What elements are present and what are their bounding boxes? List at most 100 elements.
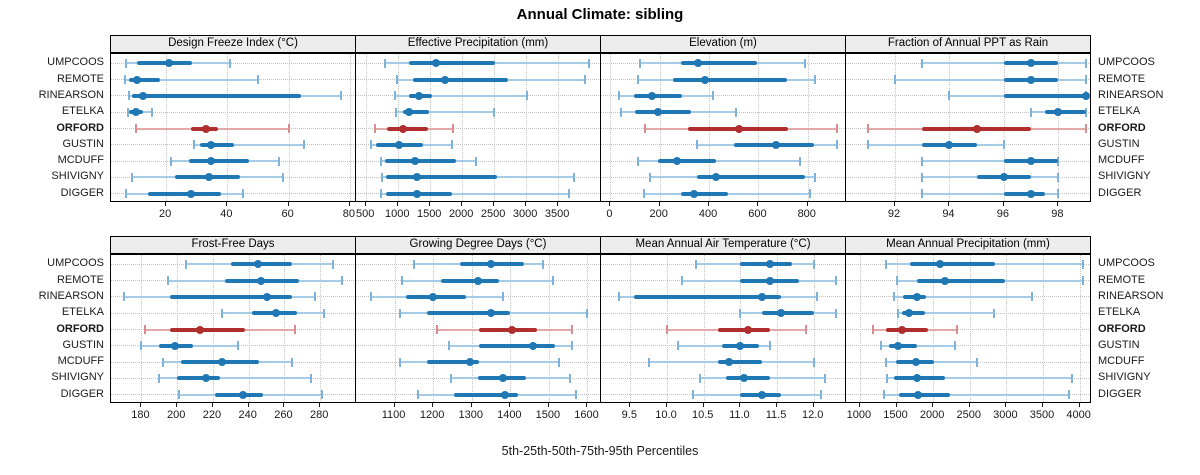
- grid-line-h: [846, 111, 1090, 113]
- axis-tick: [140, 403, 142, 407]
- grid-line-h: [356, 128, 600, 129]
- axis-tick-label: 600: [748, 208, 767, 220]
- axis-tick: [470, 403, 472, 407]
- whisker-line: [193, 143, 304, 146]
- site-label-right: GUSTIN: [1098, 338, 1140, 351]
- site-label-right: RINEARSON: [1098, 88, 1164, 101]
- panel-strip: Mean Annual Precipitation (mm): [845, 236, 1091, 254]
- axis-tick-label: 280: [310, 409, 329, 421]
- median-dot: [201, 374, 210, 383]
- median-dot: [740, 374, 749, 383]
- site-label-left: GUSTIN: [62, 137, 104, 150]
- whisker-cap-low: [948, 91, 951, 101]
- axis-tick-label: 1000: [384, 208, 410, 220]
- median-dot: [414, 91, 423, 100]
- whisker-line: [883, 393, 1070, 396]
- grid-line-v: [1079, 255, 1081, 402]
- whisker-cap-high: [805, 325, 808, 334]
- whisker-cap-low: [399, 308, 402, 318]
- median-dot: [529, 341, 538, 350]
- grid-line-v: [813, 255, 815, 402]
- median-dot: [217, 358, 226, 367]
- axis-tick-label: 11.0: [729, 409, 750, 421]
- axis-tick-label: 1100: [381, 409, 406, 421]
- grid-line-h: [601, 95, 845, 97]
- axis-tick-label: 2000: [448, 208, 474, 220]
- median-dot: [473, 276, 482, 285]
- whisker-cap-low: [122, 292, 125, 302]
- median-dot: [413, 189, 422, 198]
- site-label-left: MCDUFF: [57, 355, 104, 368]
- iqr-bar: [454, 392, 519, 397]
- whisker-cap-low: [131, 172, 134, 182]
- whisker-cap-high: [586, 308, 589, 318]
- median-dot: [257, 276, 266, 285]
- whisker-cap-low: [882, 390, 885, 400]
- whisker-cap-low: [691, 390, 694, 400]
- grid-line-v: [859, 255, 861, 402]
- axis-tick-label: 1200: [419, 409, 445, 421]
- whisker-cap-high: [1070, 373, 1073, 383]
- whisker-cap-high: [474, 156, 477, 166]
- axis-tick: [948, 202, 950, 206]
- grid-line-v: [320, 255, 322, 402]
- median-dot: [913, 374, 922, 383]
- panel-strip-label: Mean Annual Precipitation (mm): [886, 238, 1050, 251]
- median-dot: [913, 292, 922, 301]
- iqr-bar: [385, 175, 498, 180]
- iqr-bar: [1003, 93, 1086, 98]
- whisker-line: [922, 160, 1059, 163]
- grid-line-h: [601, 312, 845, 314]
- panel-strip-label: Growing Degree Days (°C): [409, 238, 547, 251]
- whisker-cap-low: [921, 172, 924, 182]
- figure-title: Annual Climate: sibling: [516, 6, 684, 23]
- axis-tick-label: 500: [356, 208, 375, 220]
- panel-strip: Elevation (m): [600, 35, 846, 53]
- iqr-bar: [170, 327, 246, 332]
- median-dot: [498, 374, 507, 383]
- whisker-cap-high: [804, 58, 807, 68]
- whisker-cap-high: [799, 156, 802, 166]
- axis-tick: [609, 202, 611, 206]
- median-dot: [253, 260, 262, 269]
- whisker-cap-low: [739, 308, 742, 318]
- whisker-cap-low: [167, 276, 170, 285]
- axis-tick-label: 80: [342, 208, 355, 220]
- whisker-cap-high: [1068, 390, 1071, 400]
- grid-line-v: [433, 255, 435, 402]
- iqr-bar: [402, 110, 429, 115]
- whisker-cap-high: [492, 107, 495, 117]
- iqr-bar: [909, 262, 996, 267]
- axis-tick: [283, 403, 285, 407]
- axis-tick: [812, 403, 814, 407]
- whisker-cap-high: [836, 140, 839, 150]
- median-dot: [205, 173, 213, 182]
- grid-line-v: [394, 255, 396, 402]
- whisker-cap-low: [699, 373, 702, 383]
- whisker-cap-high: [711, 91, 714, 101]
- median-dot: [898, 325, 907, 334]
- whisker-line: [880, 344, 955, 347]
- iqr-bar: [137, 61, 193, 66]
- whisker-cap-high: [1084, 124, 1087, 133]
- median-dot: [262, 292, 271, 301]
- grid-line-v: [969, 255, 971, 402]
- median-dot: [940, 276, 949, 285]
- axis-tick: [658, 202, 660, 206]
- whisker-line: [159, 377, 312, 380]
- axis-tick: [739, 403, 741, 407]
- axis-tick-label: 98: [1051, 208, 1064, 220]
- median-dot: [672, 157, 681, 166]
- whisker-line: [897, 312, 994, 315]
- site-label-left: REMOTE: [56, 273, 104, 286]
- site-label-right: UMPCOOS: [1098, 257, 1155, 270]
- whisker-cap-high: [820, 390, 823, 400]
- site-label-right: ORFORD: [1098, 322, 1146, 335]
- whisker-cap-high: [571, 325, 574, 334]
- median-dot: [206, 140, 215, 149]
- whisker-cap-low: [370, 292, 373, 302]
- iqr-bar: [412, 77, 508, 82]
- whisker-cap-low: [618, 292, 621, 302]
- median-dot: [411, 157, 420, 166]
- axis-tick: [894, 202, 895, 206]
